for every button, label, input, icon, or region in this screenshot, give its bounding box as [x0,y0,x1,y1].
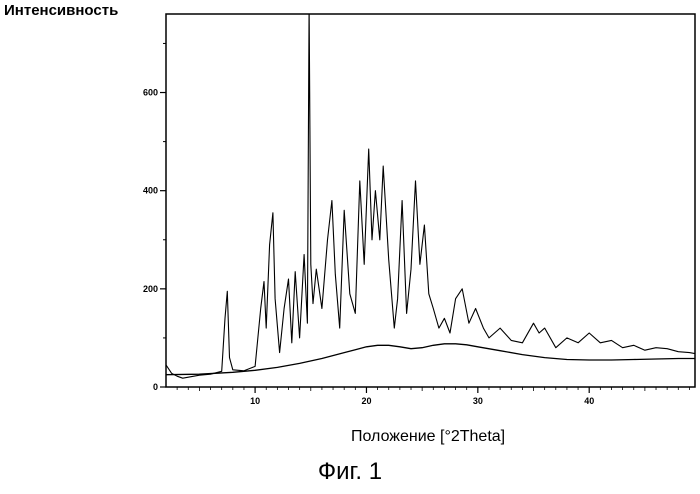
y-tick-label-600: 600 [143,88,158,98]
series-line-1 [166,4,695,378]
x-tick-label-40: 40 [584,396,594,406]
y-tick-label-200: 200 [143,284,158,294]
axes: 0 200 400 600 10 20 30 40 [143,14,695,406]
x-tick-label-10: 10 [250,396,260,406]
figure-caption: Фиг. 1 [0,458,700,486]
y-axis-label: Интенсивность [4,2,118,19]
x-tick-label-30: 30 [473,396,483,406]
plot-frame [166,14,695,387]
x-axis-label: Положение [°2Theta] [351,428,505,446]
plot-area [166,4,695,378]
x-tick-label-20: 20 [361,396,371,406]
y-tick-label-400: 400 [143,186,158,196]
y-tick-label-0: 0 [153,382,158,392]
